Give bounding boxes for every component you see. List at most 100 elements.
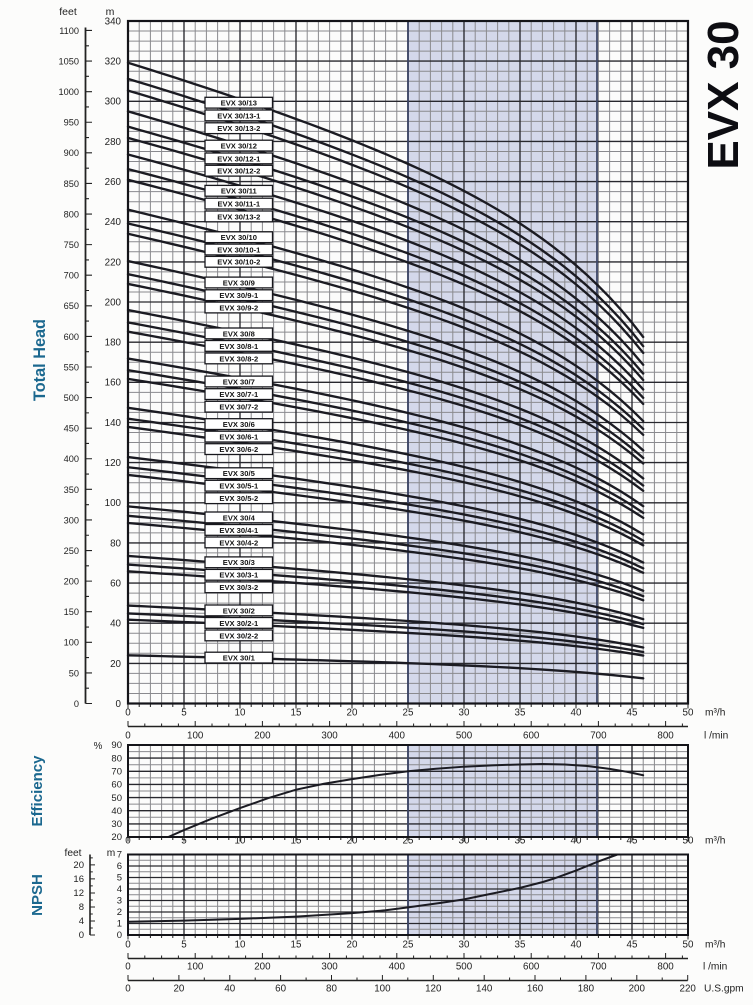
- svg-text:3: 3: [117, 896, 122, 907]
- svg-text:m³/h: m³/h: [705, 708, 725, 719]
- svg-text:300: 300: [64, 515, 79, 525]
- svg-text:EVX 30/3-1: EVX 30/3-1: [219, 571, 259, 580]
- svg-text:100: 100: [105, 498, 122, 509]
- svg-text:m: m: [106, 6, 115, 18]
- svg-text:60: 60: [111, 780, 122, 791]
- svg-text:60: 60: [110, 579, 121, 590]
- svg-text:450: 450: [64, 424, 79, 434]
- svg-text:250: 250: [64, 546, 79, 556]
- svg-text:20: 20: [347, 708, 358, 719]
- svg-text:200: 200: [254, 731, 271, 742]
- svg-text:5: 5: [117, 873, 122, 884]
- svg-text:EVX 30/3: EVX 30/3: [223, 558, 255, 567]
- svg-text:650: 650: [64, 301, 79, 311]
- svg-text:EVX 30: EVX 30: [699, 20, 748, 169]
- svg-text:200: 200: [629, 984, 646, 995]
- svg-text:EVX 30/11: EVX 30/11: [221, 187, 258, 196]
- svg-text:220: 220: [680, 984, 697, 995]
- svg-text:EVX 30/2-1: EVX 30/2-1: [219, 619, 259, 628]
- svg-text:40: 40: [571, 940, 582, 951]
- svg-text:500: 500: [456, 731, 473, 742]
- svg-text:1100: 1100: [59, 26, 79, 36]
- svg-text:Efficiency: Efficiency: [29, 755, 46, 827]
- svg-text:%: %: [94, 741, 103, 752]
- svg-text:40: 40: [571, 836, 582, 847]
- svg-text:m: m: [107, 848, 116, 859]
- svg-text:340: 340: [105, 16, 122, 27]
- svg-text:EVX 30/10-1: EVX 30/10-1: [217, 245, 261, 254]
- svg-text:20: 20: [347, 940, 358, 951]
- svg-text:0: 0: [125, 984, 131, 995]
- svg-text:EVX 30/13-2: EVX 30/13-2: [217, 212, 260, 221]
- svg-text:120: 120: [105, 458, 122, 469]
- svg-text:80: 80: [110, 538, 121, 549]
- svg-text:0: 0: [116, 699, 122, 710]
- svg-text:20: 20: [111, 832, 122, 843]
- svg-text:120: 120: [425, 984, 442, 995]
- svg-text:800: 800: [657, 731, 674, 742]
- svg-text:EVX 30/2: EVX 30/2: [223, 606, 255, 615]
- svg-text:35: 35: [515, 708, 526, 719]
- svg-text:1: 1: [117, 919, 122, 930]
- svg-text:220: 220: [105, 257, 122, 268]
- svg-text:EVX 30/12-2: EVX 30/12-2: [217, 167, 260, 176]
- svg-text:NPSH: NPSH: [29, 874, 46, 916]
- svg-text:850: 850: [64, 179, 79, 189]
- svg-text:EVX 30/12-1: EVX 30/12-1: [217, 154, 261, 163]
- svg-text:Total Head: Total Head: [31, 319, 49, 401]
- svg-text:0: 0: [125, 940, 131, 951]
- svg-text:EVX 30/7-1: EVX 30/7-1: [219, 390, 259, 399]
- svg-text:150: 150: [64, 607, 79, 617]
- svg-text:90: 90: [111, 740, 122, 751]
- svg-text:1050: 1050: [59, 57, 79, 67]
- svg-text:180: 180: [578, 984, 595, 995]
- svg-text:80: 80: [326, 984, 337, 995]
- svg-text:15: 15: [291, 708, 302, 719]
- svg-text:400: 400: [389, 731, 406, 742]
- svg-text:40: 40: [224, 984, 235, 995]
- svg-text:EVX 30/8: EVX 30/8: [223, 329, 255, 338]
- svg-text:30: 30: [459, 836, 470, 847]
- svg-text:EVX 30/9-2: EVX 30/9-2: [219, 303, 258, 312]
- svg-text:160: 160: [105, 378, 122, 389]
- svg-text:EVX 30/6-2: EVX 30/6-2: [219, 445, 258, 454]
- svg-text:400: 400: [389, 962, 406, 973]
- svg-text:25: 25: [403, 940, 414, 951]
- svg-text:0: 0: [117, 930, 122, 941]
- svg-text:900: 900: [64, 148, 79, 158]
- svg-text:35: 35: [515, 940, 526, 951]
- svg-text:EVX 30/8-2: EVX 30/8-2: [219, 354, 258, 363]
- svg-text:4: 4: [79, 916, 84, 927]
- svg-text:20: 20: [110, 659, 121, 670]
- svg-text:30: 30: [459, 708, 470, 719]
- svg-text:7: 7: [117, 850, 122, 861]
- svg-text:EVX 30/3-2: EVX 30/3-2: [219, 583, 258, 592]
- svg-text:EVX 30/9-1: EVX 30/9-1: [219, 291, 259, 300]
- svg-text:550: 550: [64, 362, 79, 372]
- svg-text:40: 40: [110, 619, 121, 630]
- svg-text:5: 5: [181, 940, 187, 951]
- svg-text:500: 500: [64, 393, 79, 403]
- svg-text:600: 600: [64, 332, 79, 342]
- svg-text:45: 45: [627, 940, 638, 951]
- svg-text:200: 200: [254, 962, 271, 973]
- svg-text:100: 100: [187, 731, 204, 742]
- svg-text:EVX 30/8-1: EVX 30/8-1: [219, 342, 259, 351]
- svg-text:260: 260: [105, 177, 122, 188]
- svg-text:16: 16: [73, 874, 84, 885]
- svg-text:EVX 30/12: EVX 30/12: [221, 142, 257, 151]
- svg-text:950: 950: [64, 118, 79, 128]
- svg-text:l /min: l /min: [704, 731, 728, 742]
- svg-text:200: 200: [64, 577, 79, 587]
- svg-text:0: 0: [125, 731, 131, 742]
- svg-text:12: 12: [73, 888, 84, 899]
- svg-text:0: 0: [79, 930, 84, 941]
- svg-text:EVX 30/4-2: EVX 30/4-2: [219, 538, 258, 547]
- svg-text:45: 45: [627, 836, 638, 847]
- svg-text:40: 40: [111, 806, 122, 817]
- svg-text:6: 6: [117, 861, 122, 872]
- svg-text:0: 0: [74, 699, 79, 709]
- svg-text:15: 15: [291, 836, 302, 847]
- svg-text:160: 160: [527, 984, 544, 995]
- svg-text:200: 200: [105, 297, 122, 308]
